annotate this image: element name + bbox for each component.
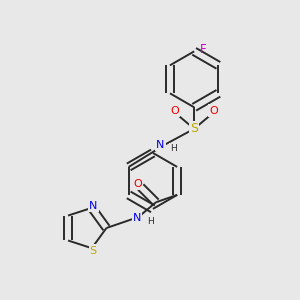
Text: O: O	[133, 179, 142, 189]
Text: S: S	[190, 122, 198, 135]
Text: S: S	[90, 245, 97, 256]
Text: H: H	[170, 144, 177, 153]
Text: O: O	[209, 106, 218, 116]
Text: F: F	[200, 44, 206, 56]
Text: N: N	[156, 140, 164, 150]
Text: N: N	[89, 200, 98, 211]
Text: N: N	[133, 213, 141, 223]
Text: H: H	[147, 218, 154, 226]
Text: O: O	[170, 106, 179, 116]
